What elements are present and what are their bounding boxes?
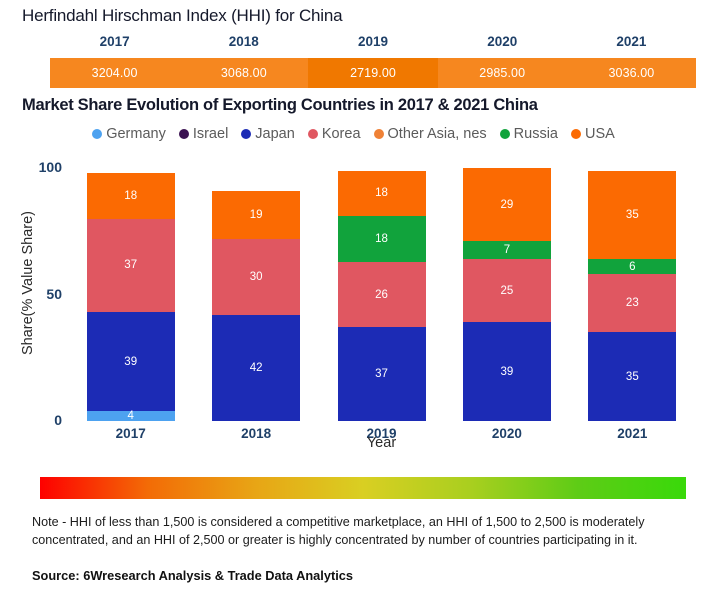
bar-segment-korea[interactable]: 26 bbox=[337, 261, 426, 328]
x-axis-tick-label: 2021 bbox=[617, 426, 648, 441]
hhi-year-label: 2020 bbox=[487, 34, 518, 49]
hhi-value-cell: 3204.00 bbox=[91, 66, 138, 80]
legend-item[interactable]: Germany bbox=[92, 126, 166, 142]
bar-segment-value-label: 6 bbox=[629, 260, 636, 273]
x-axis-tick-label: 2018 bbox=[241, 426, 272, 441]
bar-segment-japan[interactable]: 42 bbox=[212, 314, 301, 421]
stacked-bar[interactable]: 42 30 19 bbox=[212, 190, 301, 421]
legend-label: Other Asia, nes bbox=[387, 126, 487, 142]
bar-segment-value-label: 37 bbox=[375, 368, 388, 381]
stacked-bar[interactable]: 35 23 6 35 bbox=[588, 170, 677, 421]
y-axis-ticks: 0 50 100 bbox=[10, 155, 62, 445]
hhi-year-label: 2019 bbox=[357, 34, 389, 49]
bar-segment-value-label: 29 bbox=[500, 198, 514, 211]
bar-segment-value-label: 37 bbox=[124, 259, 138, 272]
legend-label: USA bbox=[584, 126, 615, 142]
bar-segment-japan[interactable]: 39 bbox=[462, 322, 551, 421]
bar-segment-germany[interactable]: 4 bbox=[86, 409, 175, 422]
legend-item[interactable]: USA bbox=[570, 126, 615, 142]
hhi-year-label: 2017 bbox=[99, 34, 130, 49]
bar-segment-russia[interactable]: 6 bbox=[588, 259, 677, 275]
x-axis-tick-label: 2019 bbox=[366, 426, 397, 441]
bar-segment-russia[interactable]: 18 bbox=[337, 216, 426, 262]
bar-segment-japan[interactable]: 37 bbox=[337, 327, 426, 421]
bar-segment-japan[interactable]: 35 bbox=[588, 332, 677, 421]
bar-segment-usa[interactable]: 29 bbox=[462, 168, 551, 242]
stacked-bar[interactable]: 4 39 37 18 bbox=[86, 173, 175, 422]
bar-segment-usa[interactable]: 18 bbox=[337, 170, 426, 217]
y-axis-tick-label: 100 bbox=[38, 159, 62, 175]
legend-label: Korea bbox=[321, 126, 361, 142]
chart-legend: Germany Israel Japan Korea Other Asia, nes Ru… bbox=[0, 126, 707, 142]
bar-group: 39 25 7 29 2020 bbox=[444, 168, 569, 441]
bar-segment-value-label: 25 bbox=[500, 284, 514, 297]
bar-segment-value-label: 4 bbox=[127, 409, 134, 422]
bar-segment-value-label: 42 bbox=[249, 361, 263, 374]
legend-swatch-icon bbox=[307, 129, 318, 139]
hhi-year-header-row: 2017 2018 2019 2020 2021 bbox=[50, 34, 696, 49]
concentration-gradient-bar bbox=[40, 477, 686, 499]
bar-segment-value-label: 39 bbox=[124, 355, 138, 368]
bar-segment-value-label: 18 bbox=[375, 232, 388, 245]
bar-segment-value-label: 23 bbox=[625, 297, 639, 310]
plot-area: Share(% Value Share) 0 50 100 4 39 37 18 2017 4… bbox=[0, 155, 707, 451]
legend-swatch-icon bbox=[241, 129, 252, 139]
bar-segment-value-label: 18 bbox=[375, 187, 388, 200]
bar-segment-value-label: 18 bbox=[124, 189, 138, 202]
bar-group: 42 30 19 2018 bbox=[193, 168, 318, 441]
hhi-title: Herfindahl Hirschman Index (HHI) for Chi… bbox=[22, 6, 343, 25]
legend-swatch-icon bbox=[92, 129, 103, 139]
bar-segment-value-label: 7 bbox=[503, 244, 511, 257]
bar-segment-value-label: 35 bbox=[625, 208, 639, 221]
stacked-bar[interactable]: 39 25 7 29 bbox=[462, 168, 551, 421]
hhi-year-label: 2018 bbox=[228, 34, 259, 49]
hhi-year-label: 2021 bbox=[616, 34, 647, 49]
bar-segment-japan[interactable]: 39 bbox=[86, 312, 175, 411]
bar-segment-value-label: 26 bbox=[375, 288, 388, 301]
bar-segment-korea[interactable]: 25 bbox=[462, 259, 551, 323]
legend-swatch-icon bbox=[570, 129, 581, 139]
chart-title: Market Share Evolution of Exporting Coun… bbox=[22, 96, 538, 114]
stacked-bar-series: 4 39 37 18 2017 42 30 19 2018 37 26 18 18 2019 39 25 7 29… bbox=[68, 168, 695, 441]
legend-item[interactable]: Japan bbox=[241, 126, 295, 142]
legend-item[interactable]: Korea bbox=[307, 126, 361, 142]
legend-item[interactable]: Russia bbox=[499, 126, 558, 142]
legend-label: Russia bbox=[513, 126, 558, 142]
hhi-value-cell: 2985.00 bbox=[479, 66, 526, 80]
bar-group: 37 26 18 18 2019 bbox=[319, 168, 444, 441]
y-axis-tick-label: 0 bbox=[54, 412, 62, 428]
note-text: Note - HHI of less than 1,500 is conside… bbox=[32, 515, 645, 548]
bar-segment-usa[interactable]: 18 bbox=[86, 173, 175, 219]
bar-segment-russia[interactable]: 7 bbox=[462, 241, 551, 260]
bar-group: 4 39 37 18 2017 bbox=[68, 168, 193, 441]
legend-label: Germany bbox=[106, 126, 166, 142]
x-axis-tick-label: 2017 bbox=[115, 426, 146, 441]
bar-segment-value-label: 19 bbox=[249, 208, 263, 221]
bar-segment-value-label: 35 bbox=[625, 370, 639, 383]
y-axis-tick-label: 50 bbox=[46, 285, 62, 302]
bar-segment-korea[interactable]: 23 bbox=[588, 274, 677, 333]
source-text: Source: 6Wresearch Analysis & Trade Data… bbox=[32, 568, 354, 583]
legend-swatch-icon bbox=[373, 129, 384, 139]
x-axis-tick-label: 2020 bbox=[491, 426, 522, 441]
legend-item[interactable]: Israel bbox=[178, 126, 229, 142]
bar-segment-value-label: 39 bbox=[500, 365, 514, 378]
x-axis-title: Year bbox=[366, 435, 397, 451]
legend-swatch-icon bbox=[178, 129, 189, 139]
hhi-value-cell: 3068.00 bbox=[220, 66, 267, 80]
bar-segment-usa[interactable]: 19 bbox=[212, 190, 301, 239]
bar-group: 35 23 6 35 2021 bbox=[570, 168, 695, 441]
bar-segment-korea[interactable]: 30 bbox=[212, 238, 301, 315]
bar-segment-value-label: 30 bbox=[249, 270, 263, 283]
legend-item[interactable]: Other Asia, nes bbox=[373, 126, 487, 142]
bar-segment-usa[interactable]: 35 bbox=[588, 170, 677, 260]
hhi-value-cell: 3036.00 bbox=[608, 66, 655, 80]
legend-label: Israel bbox=[192, 126, 229, 142]
hhi-value-cell: 2719.00 bbox=[308, 58, 438, 88]
bar-segment-korea[interactable]: 37 bbox=[86, 218, 175, 313]
stacked-bar[interactable]: 37 26 18 18 bbox=[337, 170, 426, 421]
hhi-value-band: 3204.00 3068.00 2719.00 2985.00 3036.00 bbox=[50, 58, 696, 88]
legend-swatch-icon bbox=[499, 129, 510, 139]
legend-label: Japan bbox=[255, 126, 295, 142]
